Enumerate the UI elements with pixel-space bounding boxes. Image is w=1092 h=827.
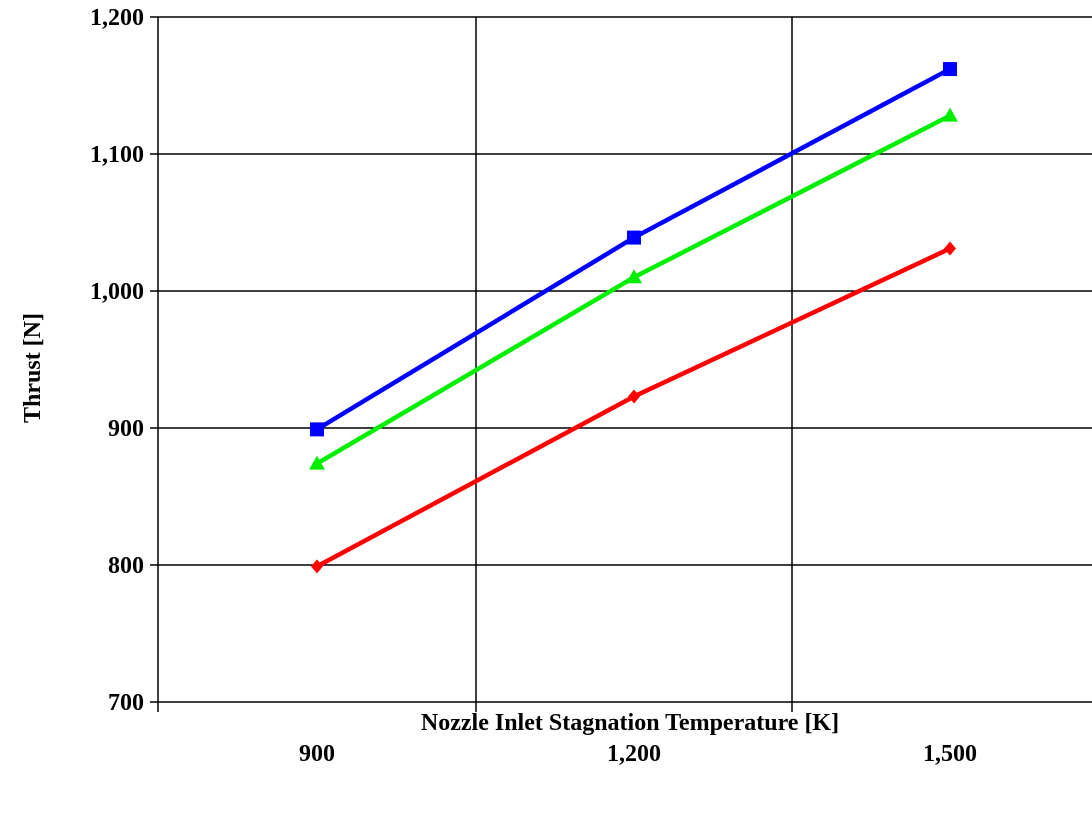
x-tick-label: 1,200: [607, 741, 661, 767]
data-point-diamond: [311, 559, 323, 574]
y-tick-label: 800: [108, 553, 144, 579]
series-triangle: [309, 107, 958, 470]
y-tick-label: 700: [108, 690, 144, 716]
data-point-triangle: [626, 269, 642, 284]
axes: [150, 16, 1092, 712]
y-tick-label: 900: [108, 416, 144, 442]
data-series: [309, 62, 958, 574]
y-axis-title: Thrust [N]: [20, 313, 46, 423]
x-axis-title: Nozzle Inlet Stagnation Temperature [K]: [421, 710, 839, 736]
data-point-diamond: [628, 389, 640, 404]
y-tick-label: 1,000: [90, 279, 144, 305]
series-line: [315, 113, 952, 466]
series-diamond: [311, 241, 956, 574]
series-line: [315, 67, 952, 432]
data-point-square: [943, 62, 957, 77]
x-tick-label: 1,500: [923, 741, 977, 767]
tick-labels: 700 800 900 1,000 1,100 1,200 900 1,200 1,500: [90, 5, 977, 767]
data-point-square: [310, 422, 324, 437]
data-point-diamond: [944, 241, 956, 256]
x-tick-label: 900: [299, 741, 335, 767]
data-point-square: [627, 230, 641, 245]
y-tick-label: 1,100: [90, 142, 144, 168]
data-point-triangle: [942, 107, 958, 122]
data-point-triangle: [309, 455, 325, 470]
y-tick-label: 1,200: [90, 5, 144, 31]
series-square: [310, 62, 957, 437]
